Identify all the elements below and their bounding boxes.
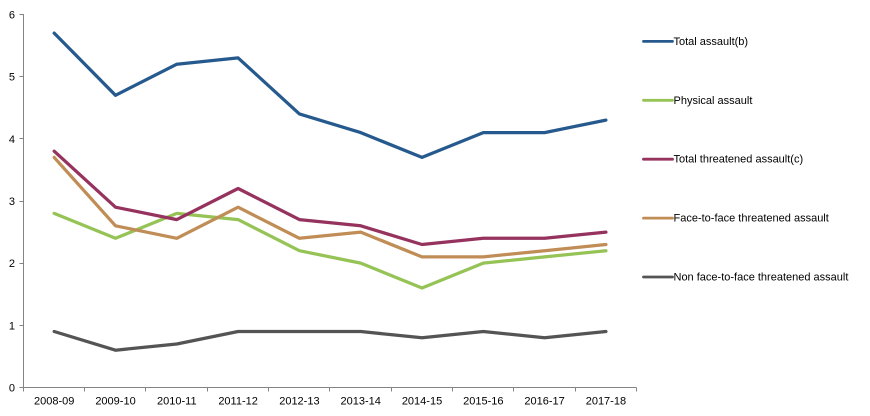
svg-text:2013-14: 2013-14 [341, 396, 381, 408]
svg-text:2008-09: 2008-09 [34, 396, 74, 408]
svg-text:0: 0 [9, 383, 15, 395]
svg-text:2012-13: 2012-13 [279, 396, 319, 408]
svg-text:Non face-to-face threatened as: Non face-to-face threatened assault [674, 272, 849, 284]
svg-text:2017-18: 2017-18 [586, 396, 626, 408]
svg-text:Face-to-face threatened assaul: Face-to-face threatened assault [674, 213, 829, 225]
svg-text:5: 5 [9, 72, 15, 84]
svg-text:3: 3 [9, 196, 15, 208]
svg-text:Total threatened assault(c): Total threatened assault(c) [674, 154, 804, 166]
svg-text:1: 1 [9, 320, 15, 332]
svg-text:2: 2 [9, 258, 15, 270]
svg-text:2016-17: 2016-17 [524, 396, 564, 408]
svg-text:2011-12: 2011-12 [218, 396, 258, 408]
svg-text:Physical assault: Physical assault [674, 95, 753, 107]
svg-text:2015-16: 2015-16 [463, 396, 503, 408]
svg-text:2009-10: 2009-10 [95, 396, 135, 408]
svg-text:6: 6 [9, 9, 15, 21]
svg-text:2010-11: 2010-11 [157, 396, 197, 408]
svg-text:2014-15: 2014-15 [402, 396, 442, 408]
svg-text:Total assault(b): Total assault(b) [674, 36, 749, 48]
svg-text:4: 4 [9, 134, 15, 146]
